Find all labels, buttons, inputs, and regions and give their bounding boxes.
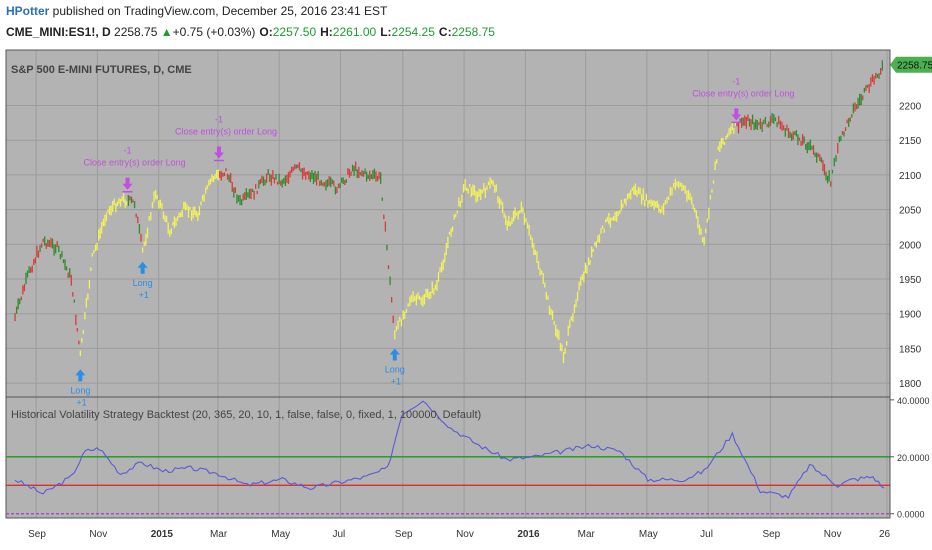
close-label: C: xyxy=(438,25,452,39)
entry-qty: +1 xyxy=(76,397,86,407)
time-tick-label: Nov xyxy=(456,529,474,540)
time-axis-background xyxy=(6,518,890,550)
entry-qty: +1 xyxy=(139,290,149,300)
author-link[interactable]: HPotter xyxy=(6,4,50,18)
time-tick-label: 2016 xyxy=(517,529,540,540)
close-value: 2258.75 xyxy=(451,25,495,39)
exit-qty: -1 xyxy=(124,146,132,156)
price-tick-label: 1900 xyxy=(899,310,922,321)
last-price-tag xyxy=(890,56,932,73)
open-label: O: xyxy=(259,25,273,39)
time-tick-label: May xyxy=(271,529,290,540)
price-tick-label: 2000 xyxy=(899,240,922,251)
time-tick-label: Sep xyxy=(28,529,46,540)
time-tick-label: 2015 xyxy=(151,529,174,540)
exit-label: Close entry(s) order Long xyxy=(175,127,277,137)
time-tick-label: Nov xyxy=(89,529,107,540)
exit-qty: -1 xyxy=(215,115,223,125)
price-candles xyxy=(14,60,883,364)
high-label: H: xyxy=(320,25,333,39)
price-tick-label: 2150 xyxy=(899,136,922,147)
close-exit-arrow-icon xyxy=(122,177,133,190)
price-tick-label: 2100 xyxy=(899,171,922,182)
indicator-panel-background xyxy=(6,397,890,518)
up-arrow-icon: ▲ xyxy=(160,25,173,39)
low-value: 2254.25 xyxy=(391,25,435,39)
quote-line: CME_MINI:ES1!, D 2258.75 ▲+0.75 (+0.03%)… xyxy=(6,25,495,39)
entry-label: Long xyxy=(385,365,405,375)
long-entry-arrow-icon xyxy=(389,348,400,361)
indicator-tick-label: 20.0000 xyxy=(897,453,930,463)
time-tick-label: Nov xyxy=(824,529,842,540)
time-tick-label: 26 xyxy=(879,529,891,540)
indicator-tick-label: 40.0000 xyxy=(897,396,930,406)
long-entry-arrow-icon xyxy=(137,261,148,274)
price-tick-label: 1800 xyxy=(899,379,922,390)
indicator-tick-label: 0.0000 xyxy=(897,510,925,520)
entry-qty: +1 xyxy=(391,377,401,387)
exit-label: Close entry(s) order Long xyxy=(692,88,794,98)
time-tick-label: Sep xyxy=(395,529,413,540)
price-tick-label: 2050 xyxy=(899,206,922,217)
close-exit-arrow-icon xyxy=(213,146,224,159)
last-price: 2258.75 xyxy=(114,25,158,39)
close-exit-arrow-icon xyxy=(731,108,742,121)
price-tick-label: 1850 xyxy=(899,344,922,355)
published-text: published on TradingView.com, December 2… xyxy=(49,4,388,18)
high-value: 2261.00 xyxy=(332,25,377,39)
time-tick-label: Jul xyxy=(700,529,713,540)
price-tick-label: 2200 xyxy=(899,102,922,113)
time-tick-label: May xyxy=(639,529,658,540)
long-entry-arrow-icon xyxy=(75,369,86,382)
price-tick-label: 1950 xyxy=(899,275,922,286)
exit-qty: -1 xyxy=(732,76,740,86)
exit-label: Close entry(s) order Long xyxy=(84,158,186,168)
time-tick-label: Jul xyxy=(333,529,346,540)
time-tick-label: Mar xyxy=(210,529,228,540)
price-change: +0.75 (+0.03%) xyxy=(172,25,256,39)
indicator-title: Historical Volatility Strategy Backtest … xyxy=(11,409,481,421)
low-label: L: xyxy=(380,25,392,39)
historical-volatility-line xyxy=(14,400,885,499)
price-panel-title: S&P 500 E-MINI FUTURES, D, CME xyxy=(11,64,192,76)
open-value: 2257.50 xyxy=(272,25,317,39)
entry-label: Long xyxy=(133,278,153,288)
symbol-label: CME_MINI:ES1!, D xyxy=(6,25,111,39)
publication-line: HPotter published on TradingView.com, De… xyxy=(6,4,387,18)
price-panel-background xyxy=(6,50,890,397)
last-price-tag-label: 2258.75 xyxy=(897,61,932,72)
entry-label: Long xyxy=(70,385,90,395)
time-tick-label: Mar xyxy=(578,529,596,540)
time-tick-label: Sep xyxy=(762,529,780,540)
